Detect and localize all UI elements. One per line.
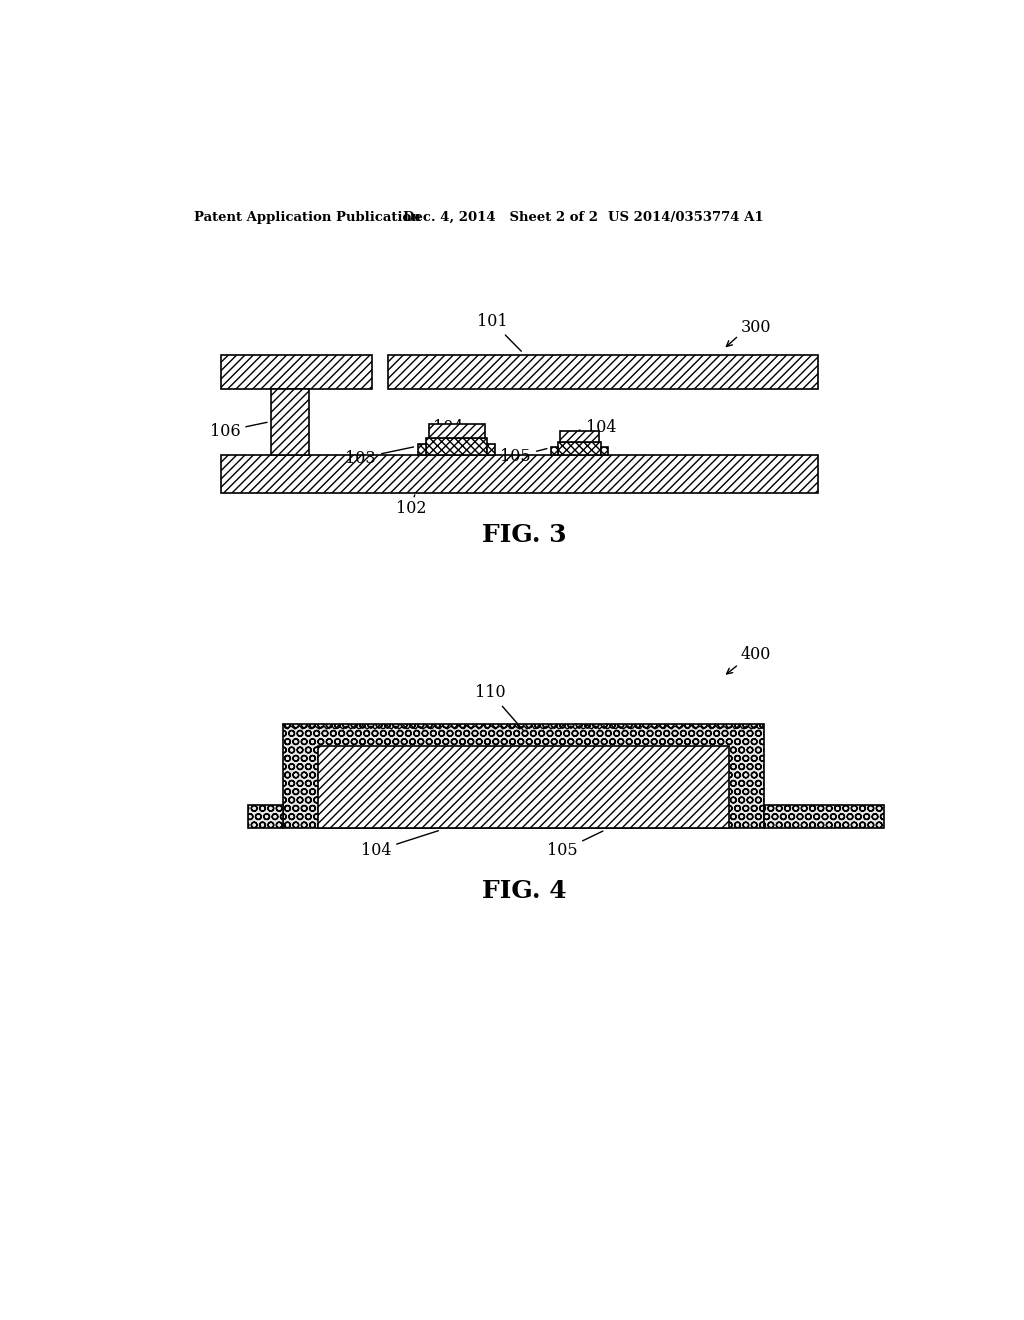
Bar <box>558 442 601 455</box>
Bar <box>426 438 486 455</box>
Text: 106: 106 <box>210 422 267 440</box>
Bar <box>283 725 764 829</box>
Bar <box>601 447 607 455</box>
Text: FIG. 4: FIG. 4 <box>482 879 567 903</box>
Text: Dec. 4, 2014   Sheet 2 of 2: Dec. 4, 2014 Sheet 2 of 2 <box>403 211 598 224</box>
Text: 300: 300 <box>740 318 771 335</box>
Bar <box>248 805 283 829</box>
Bar <box>221 455 818 494</box>
Text: 110: 110 <box>475 684 523 730</box>
Bar <box>317 746 729 829</box>
Text: 101: 101 <box>477 313 521 351</box>
Bar <box>388 355 818 389</box>
Bar <box>418 444 426 455</box>
Bar <box>551 447 558 455</box>
Text: 102: 102 <box>395 495 426 516</box>
Text: Patent Application Publication: Patent Application Publication <box>194 211 421 224</box>
Text: 104: 104 <box>433 418 463 436</box>
Bar <box>560 430 599 442</box>
Text: FIG. 3: FIG. 3 <box>482 523 567 546</box>
Text: 103: 103 <box>345 447 414 466</box>
Bar <box>486 444 496 455</box>
Bar <box>221 355 372 389</box>
Text: US 2014/0353774 A1: US 2014/0353774 A1 <box>608 211 764 224</box>
Text: 104: 104 <box>579 418 616 436</box>
Bar <box>271 389 308 455</box>
Text: 400: 400 <box>740 645 771 663</box>
Bar <box>429 424 484 438</box>
Text: 105: 105 <box>547 832 603 859</box>
Text: 105: 105 <box>501 447 547 465</box>
Text: 104: 104 <box>360 830 438 859</box>
Bar <box>764 805 884 829</box>
